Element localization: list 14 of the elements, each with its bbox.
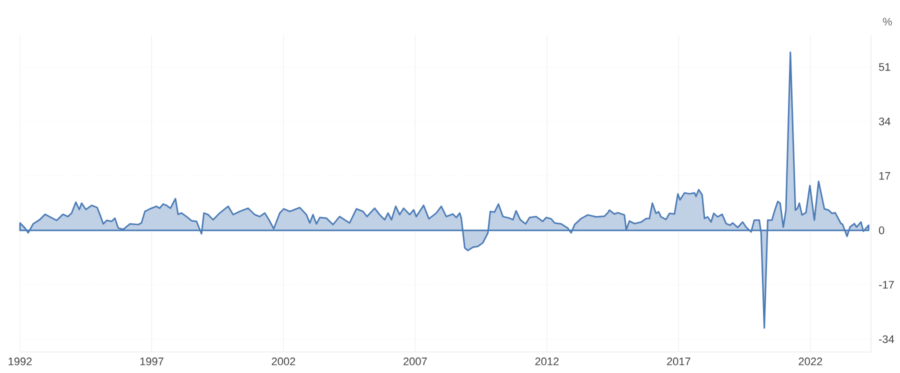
y-tick-label: -17	[879, 280, 894, 289]
x-tick-label: 2022	[798, 358, 822, 366]
y-tick-label: 34	[878, 118, 890, 126]
y-axis-title: %	[882, 18, 892, 26]
x-tick-label: 2002	[272, 358, 296, 366]
y-tick-label: 17	[879, 172, 890, 180]
x-tick-label: 2012	[535, 358, 559, 366]
x-tick-label: 1992	[8, 358, 32, 366]
y-tick-label: -34	[879, 335, 894, 344]
x-tick-label: 1997	[140, 358, 164, 366]
y-tick-label: 51	[878, 63, 890, 71]
x-tick-label: 2007	[404, 358, 427, 366]
y-tick-label: 0	[878, 226, 884, 234]
x-tick-label: 2017	[667, 358, 690, 366]
